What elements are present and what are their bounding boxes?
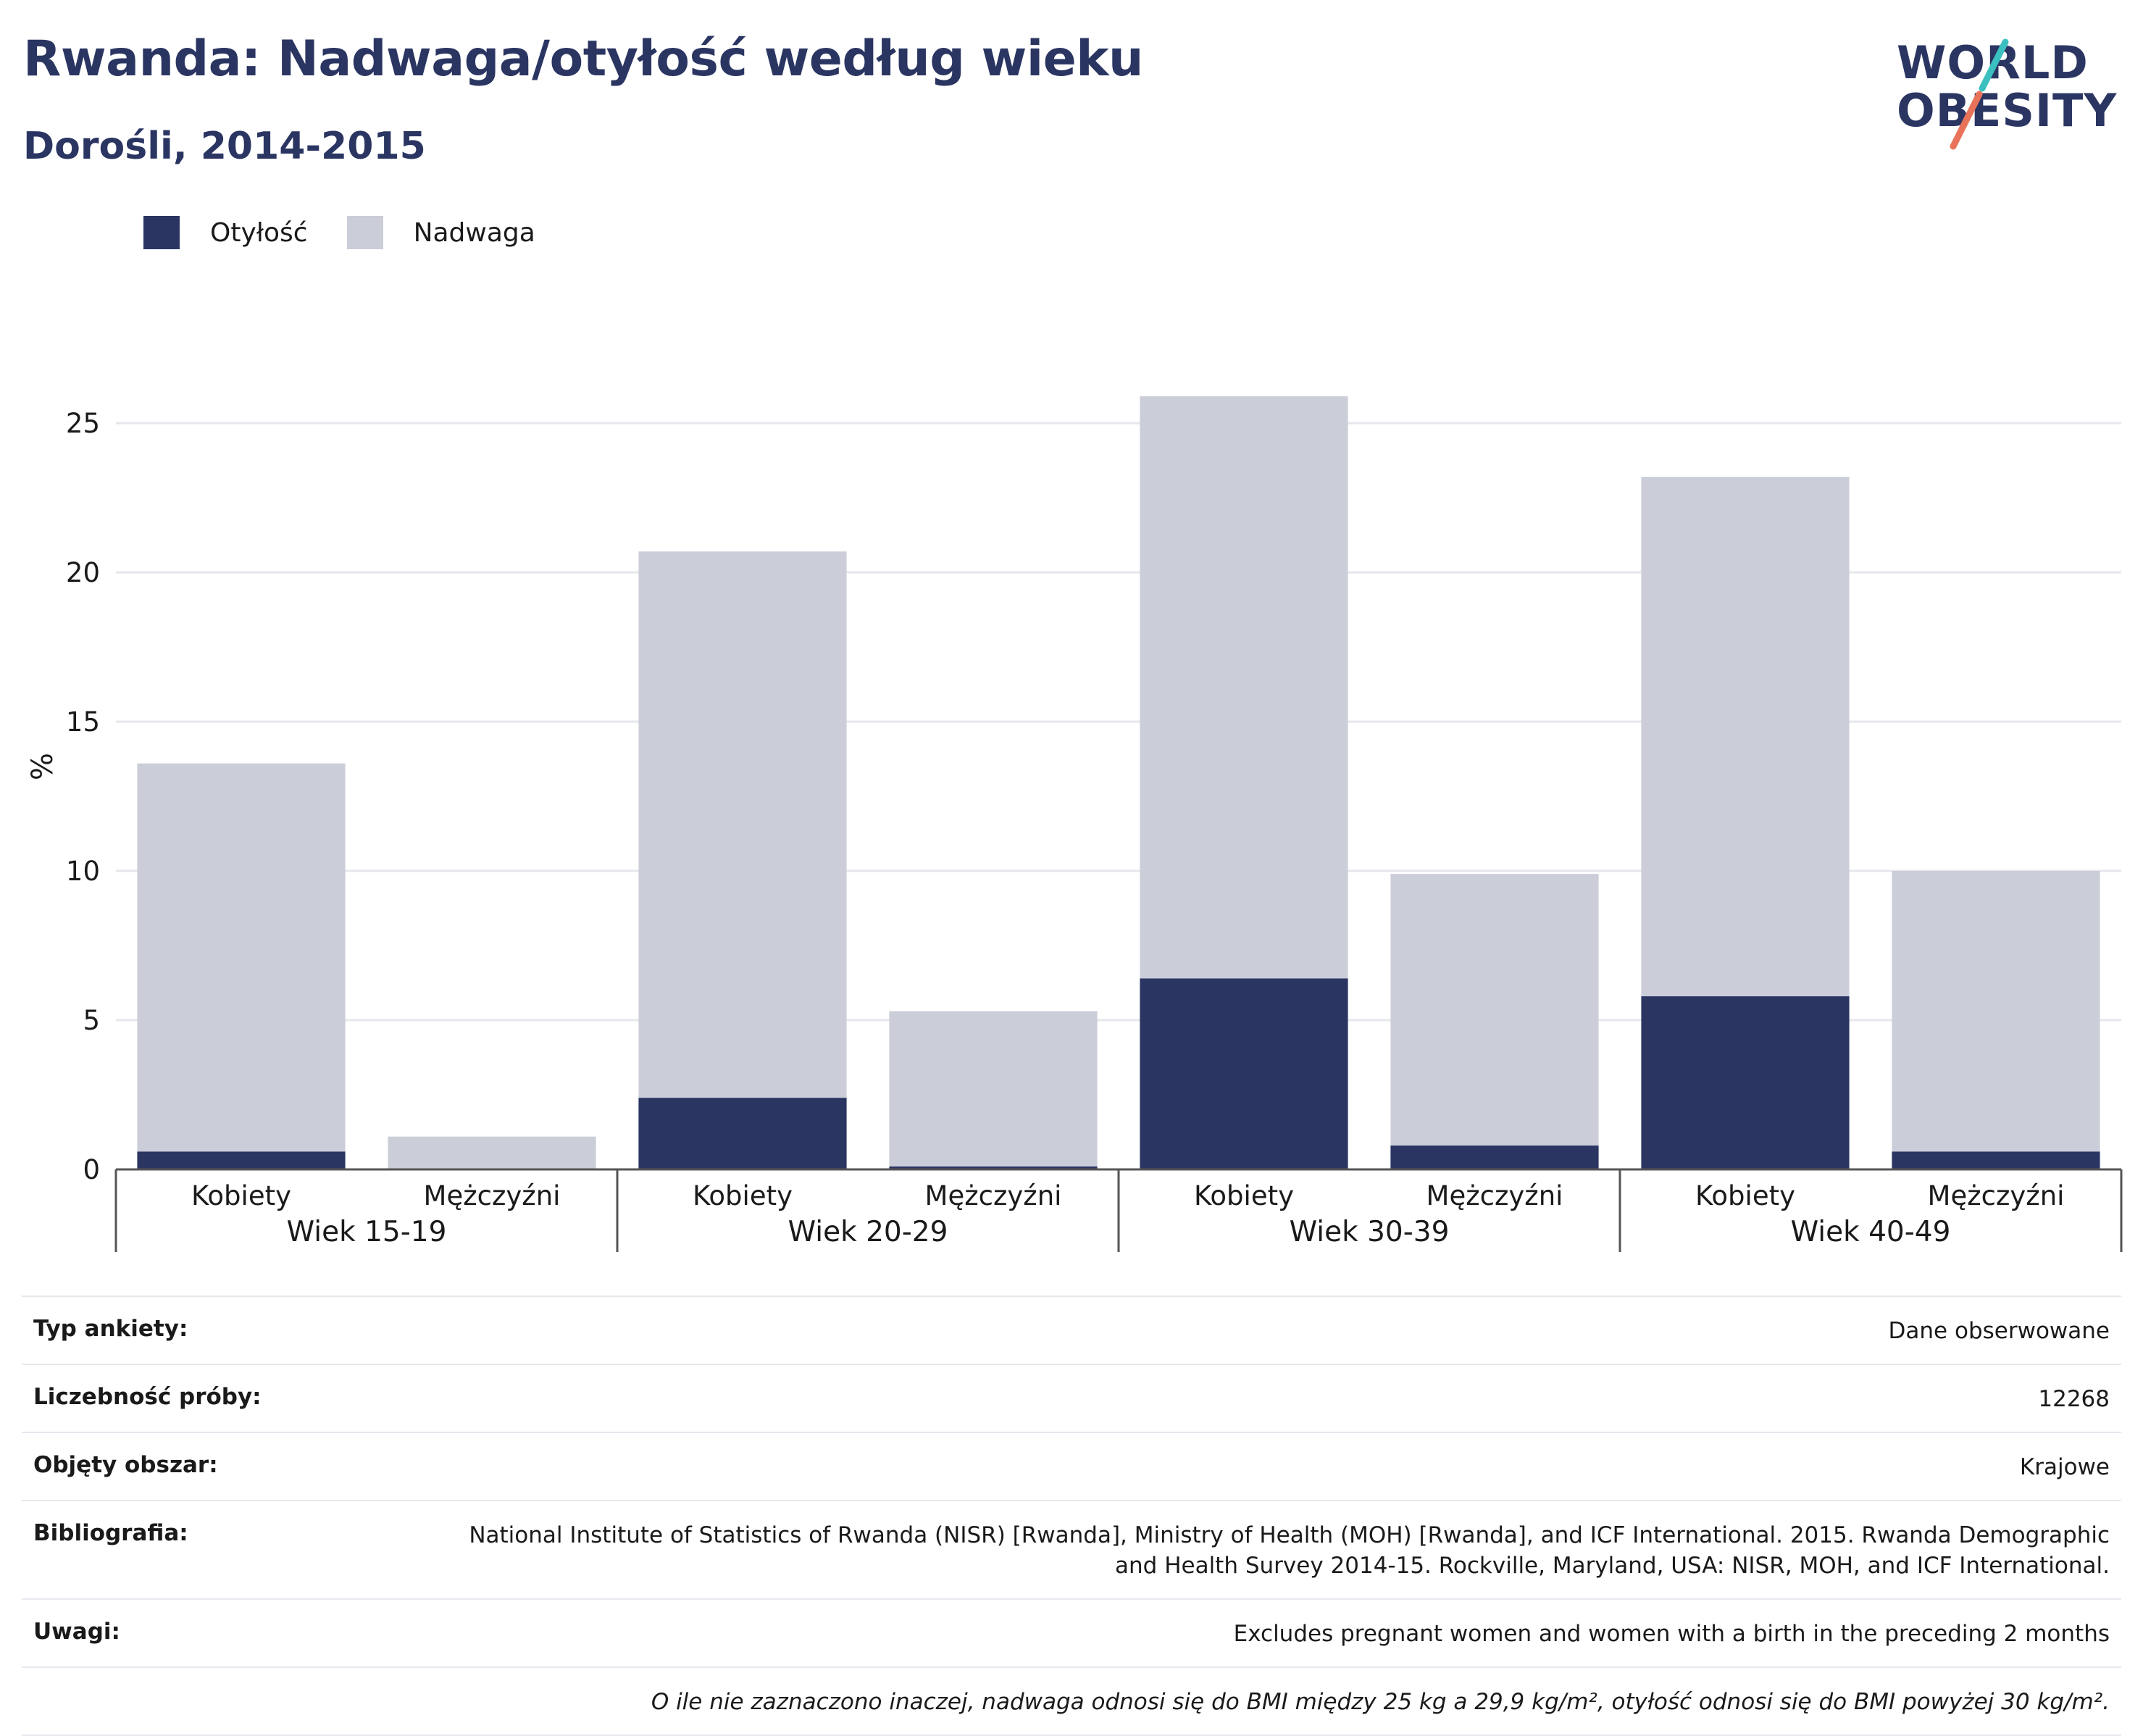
info-label: Uwagi:	[33, 1619, 120, 1645]
x-category-label: Kobiety	[1695, 1180, 1795, 1211]
x-group-label: Wiek 20-29	[788, 1216, 948, 1248]
y-tick-label: 0	[83, 1154, 100, 1185]
info-row-sample-size: Liczebność próby: 12268	[22, 1364, 2121, 1432]
y-tick-label: 5	[83, 1005, 100, 1036]
x-group-label: Wiek 15-19	[287, 1216, 447, 1248]
stacked-bar-chart: 0 5 10 15 20 25% Kobiety Mężczyźni Wiek 15-19 Kob…	[26, 396, 2123, 1252]
world-obesity-logo: WORLD OBESITY	[1897, 36, 2121, 152]
logo-slash-icon	[1950, 38, 2009, 150]
legend-swatch-obesity	[143, 216, 180, 249]
legend-item-obesity: Otyłość	[143, 216, 308, 249]
x-category-label: Mężczyźni	[1928, 1180, 2065, 1211]
x-category-label: Kobiety	[693, 1180, 793, 1211]
x-category-label: Mężczyźni	[424, 1180, 561, 1211]
info-value: Krajowe	[2019, 1454, 2110, 1480]
chart-legend: Otyłość Nadwaga	[143, 216, 575, 249]
bar-obesity	[1140, 978, 1348, 1169]
info-label: Liczebność próby:	[33, 1384, 262, 1410]
bar-obesity	[1892, 1151, 2100, 1169]
bar-overweight	[889, 1011, 1098, 1167]
info-value: Excludes pregnant women and women with a…	[1233, 1621, 2110, 1647]
bar-overweight	[137, 763, 346, 1152]
bar-overweight	[1140, 396, 1348, 979]
bar-overweight	[1641, 477, 1850, 997]
info-row-footnote: O ile nie zaznaczono inaczej, nadwaga od…	[22, 1666, 2121, 1736]
info-label: Typ ankiety:	[33, 1316, 188, 1342]
info-label: Objęty obszar:	[33, 1452, 218, 1478]
info-row-bibliography: Bibliografia: National Institute of Stat…	[22, 1500, 2121, 1598]
info-row-notes: Uwagi: Excludes pregnant women and women…	[22, 1598, 2121, 1666]
x-group-label: Wiek 30-39	[1290, 1216, 1450, 1248]
logo-text-obesity: OBESITY	[1897, 84, 2118, 137]
info-row-area-covered: Objęty obszar: Krajowe	[22, 1432, 2121, 1500]
bar-obesity	[1641, 996, 1850, 1169]
bar-overweight	[638, 551, 847, 1098]
bmi-footnote: O ile nie zaznaczono inaczej, nadwaga od…	[651, 1689, 2110, 1715]
bar-overweight	[1390, 874, 1599, 1146]
info-label: Bibliografia:	[33, 1520, 188, 1546]
info-value: National Institute of Statistics of Rwan…	[469, 1522, 2110, 1579]
bar-obesity	[638, 1098, 847, 1169]
x-category-label: Mężczyźni	[925, 1180, 1062, 1211]
y-tick-label: 15	[66, 706, 100, 738]
bar-obesity	[137, 1151, 346, 1169]
bar-obesity	[889, 1166, 1098, 1169]
info-value: Dane obserwowane	[1888, 1318, 2110, 1344]
page-title: Rwanda: Nadwaga/otyłość według wieku	[23, 30, 1143, 88]
legend-item-overweight: Nadwaga	[346, 216, 535, 249]
x-category-label: Kobiety	[191, 1180, 291, 1211]
survey-info-table: Typ ankiety: Dane obserwowane Liczebność…	[22, 1295, 2121, 1736]
bar-obesity	[1390, 1145, 1599, 1169]
legend-label-overweight: Nadwaga	[413, 217, 535, 248]
page-subtitle: Dorośli, 2014-2015	[23, 125, 426, 168]
y-tick-label: 25	[66, 408, 100, 439]
x-category-label: Mężczyźni	[1426, 1180, 1563, 1211]
y-tick-label: 10	[66, 856, 100, 887]
y-axis-label: %	[26, 753, 59, 780]
info-row-survey-type: Typ ankiety: Dane obserwowane	[22, 1295, 2121, 1364]
legend-swatch-overweight	[346, 216, 383, 249]
info-value: 12268	[2038, 1386, 2110, 1412]
y-tick-label: 20	[66, 557, 100, 588]
x-group-label: Wiek 40-49	[1791, 1216, 1951, 1248]
bar-overweight	[388, 1136, 596, 1169]
bar-overweight	[1892, 871, 2100, 1152]
x-category-label: Kobiety	[1194, 1180, 1294, 1211]
legend-label-obesity: Otyłość	[210, 217, 308, 248]
